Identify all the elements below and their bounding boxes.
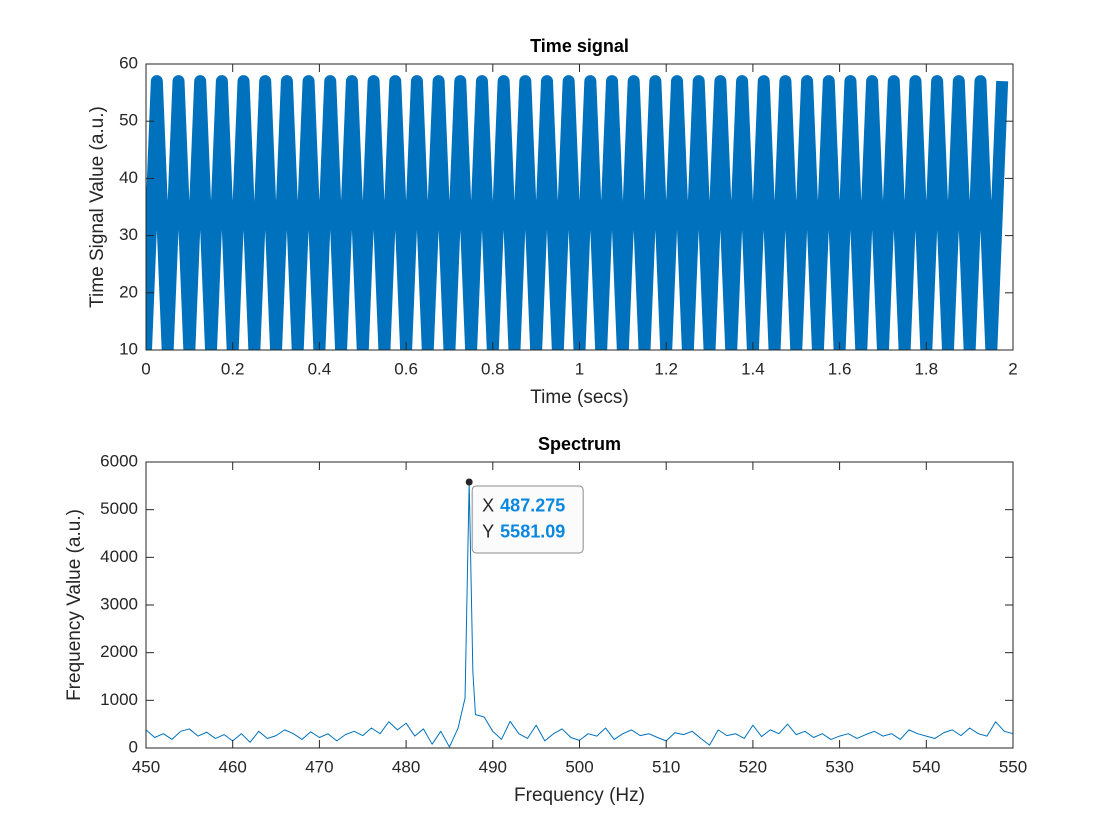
line-series [146,481,1013,748]
x-tick-label: 510 [652,757,680,776]
x-tick-label: 530 [825,757,853,776]
x-tick-label: 1.2 [654,359,678,378]
y-tick-label: 4000 [100,547,138,566]
datatip-y-key: Y [482,522,494,542]
x-tick-label: 1.4 [741,359,765,378]
x-tick-label: 470 [305,757,333,776]
datatip-marker [465,478,473,486]
x-tick-label: 2 [1008,359,1017,378]
datatip-box [471,485,584,554]
x-tick-label: 520 [739,757,767,776]
y-tick-label: 60 [119,53,138,72]
x-tick-label: 0.4 [308,359,332,378]
y-tick-label: 20 [119,282,138,301]
x-tick-label: 500 [565,757,593,776]
y-tick-label: 40 [119,168,138,187]
y-tick-label: 30 [119,225,138,244]
x-tick-label: 460 [219,757,247,776]
x-tick-label: 450 [132,757,160,776]
y-tick-label: 50 [119,111,138,130]
x-tick-label: 550 [999,757,1027,776]
y-tick-label: 0 [129,737,138,756]
y-tick-label: 5000 [100,499,138,518]
x-axis-label: Time (secs) [530,387,629,408]
y-tick-label: 3000 [100,594,138,613]
x-tick-label: 0.6 [394,359,418,378]
y-tick-label: 10 [119,339,138,358]
x-axis-label: Frequency (Hz) [514,785,645,806]
datatip-x-value: 487.275 [500,496,565,516]
x-tick-label: 0.8 [481,359,505,378]
x-tick-label: 540 [912,757,940,776]
x-tick-label: 0.2 [221,359,245,378]
y-tick-label: 2000 [100,642,138,661]
line-series [146,75,1009,350]
y-tick-label: 6000 [100,451,138,470]
x-tick-label: 480 [392,757,420,776]
x-tick-label: 490 [479,757,507,776]
y-tick-label: 1000 [100,690,138,709]
y-axis-label: Time Signal Value (a.u.) [87,106,108,308]
x-tick-label: 1 [575,359,584,378]
datatip-y-value: 5581.09 [500,522,565,542]
x-tick-label: 1.8 [914,359,938,378]
x-tick-label: 1.6 [828,359,852,378]
chart-title: Time signal [530,36,629,56]
chart-title: Spectrum [538,434,621,454]
x-tick-label: 0 [141,359,150,378]
datatip-x-key: X [482,496,494,516]
y-axis-label: Frequency Value (a.u.) [64,509,85,701]
